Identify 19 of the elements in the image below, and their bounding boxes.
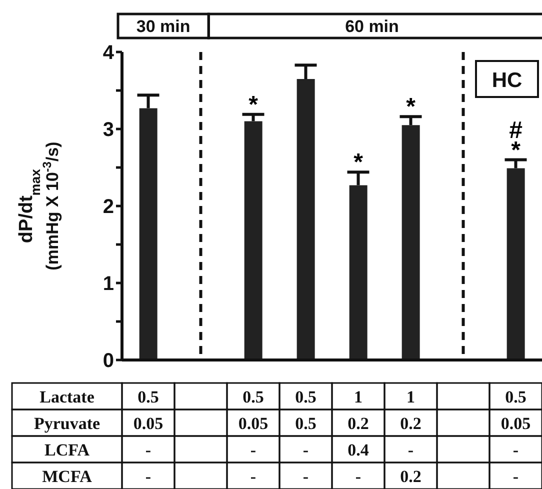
y-tick-label: 0 (102, 350, 114, 372)
x-tick-label: 0.5 0.05 - - (500, 387, 531, 486)
y-tick-label: 1 (102, 273, 114, 296)
data-label: * (354, 149, 364, 176)
text: 30 min (136, 17, 190, 36)
y-tick-label: 3 (102, 119, 114, 142)
y-tick-label: 2 (102, 196, 114, 218)
y-tick-label: 4 (102, 42, 115, 64)
text: 60 min (345, 17, 399, 36)
data-label: * (248, 91, 259, 118)
x-tick-label: 0.5 0.05 - - (238, 387, 268, 486)
x-tick-label: 0.5 0.05 - - (133, 387, 164, 486)
x-tick-label: 1 0.2 0.4 - (348, 387, 370, 486)
annotation: HC (492, 69, 522, 92)
x-tick-label: 0.5 0.5 - - (295, 387, 316, 486)
x-tick-label: 1 0.2 - 0.2 (400, 387, 422, 486)
data-label: * (406, 94, 416, 121)
data-label: # * (509, 116, 522, 164)
x-axis-title: Lactate Pyruvate LCFA MCFA (34, 387, 100, 486)
